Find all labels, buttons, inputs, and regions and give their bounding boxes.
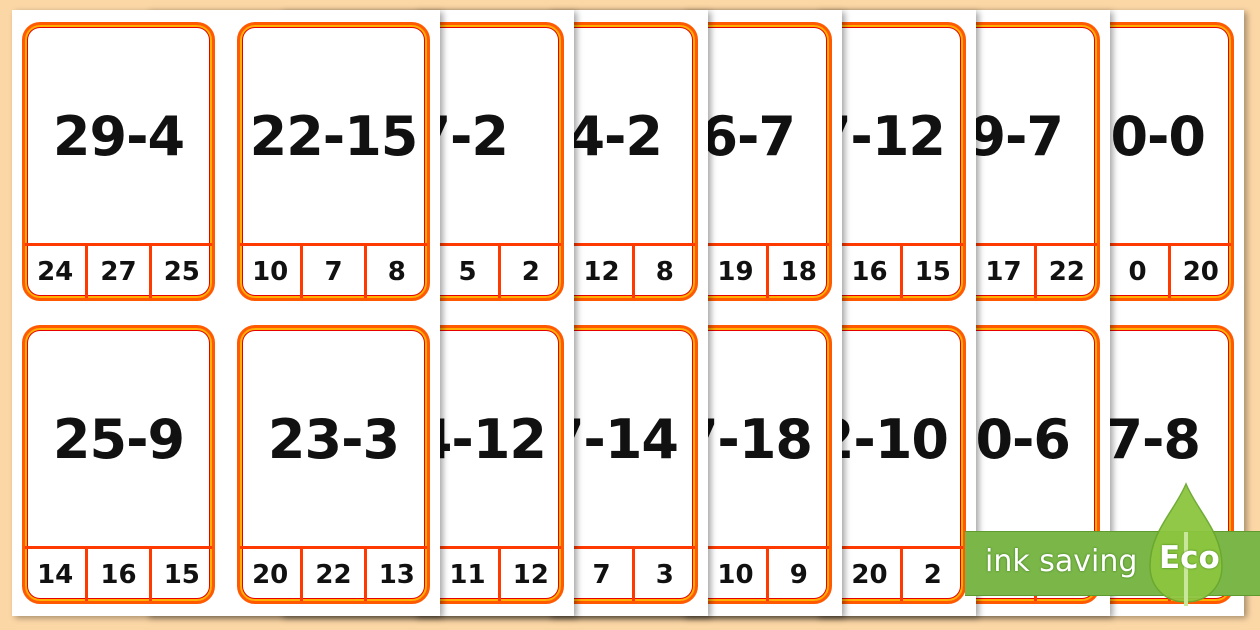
problem-text: 0-6 xyxy=(975,407,1071,471)
answer-option[interactable]: 18 xyxy=(765,246,829,298)
flashcard: 25-9 14 16 15 xyxy=(22,325,215,604)
flashcard: 29-4 24 27 25 xyxy=(22,22,215,301)
problem-text: 6-7 xyxy=(700,104,796,168)
answer-option[interactable]: 13 xyxy=(363,549,427,601)
problem-text: 23-3 xyxy=(267,407,400,471)
answer-row: 14 16 15 xyxy=(25,546,212,601)
answer-option[interactable]: 22 xyxy=(300,549,363,601)
answer-option[interactable]: 11 xyxy=(434,549,497,601)
answer-row: 20 22 13 xyxy=(240,546,427,601)
answer-option[interactable]: 16 xyxy=(836,246,899,298)
problem-text: 4-2 xyxy=(567,104,663,168)
answer-option[interactable]: 10 xyxy=(252,257,289,287)
leaf-icon xyxy=(1149,482,1223,606)
answer-option[interactable]: 8 xyxy=(363,246,427,298)
answer-option[interactable]: 8 xyxy=(631,246,695,298)
ink-saving-text: ink saving xyxy=(985,544,1138,579)
answer-option[interactable]: 2 xyxy=(497,246,561,298)
answer-option[interactable]: 9 xyxy=(765,549,829,601)
answer-option[interactable]: 2 xyxy=(899,549,963,601)
answer-row: 17 22 xyxy=(910,243,1097,298)
eco-label: Eco xyxy=(1159,540,1220,576)
problem-text: 9-7 xyxy=(968,104,1064,168)
answer-option[interactable]: 20 xyxy=(252,560,289,590)
problem-text: 22-15 xyxy=(249,104,419,168)
answer-option[interactable]: 5 xyxy=(434,246,497,298)
answer-option[interactable]: 27 xyxy=(85,246,148,298)
answer-option[interactable]: 20 xyxy=(1167,246,1231,298)
answer-option[interactable]: 14 xyxy=(37,560,74,590)
answer-option[interactable]: 12 xyxy=(497,549,561,601)
answer-row: 11 12 xyxy=(374,546,561,601)
problem-text: 7-8 xyxy=(1105,407,1201,471)
answer-option[interactable]: 17 xyxy=(970,246,1033,298)
answer-option[interactable]: 7 xyxy=(568,549,631,601)
answer-row: 12 8 xyxy=(508,243,695,298)
answer-option[interactable]: 20 xyxy=(836,549,899,601)
answer-option[interactable]: 15 xyxy=(148,549,212,601)
answer-option[interactable]: 15 xyxy=(899,246,963,298)
answer-option[interactable]: 19 xyxy=(702,246,765,298)
answer-option[interactable]: 16 xyxy=(85,549,148,601)
answer-option[interactable]: 3 xyxy=(631,549,695,601)
answer-option[interactable]: 7 xyxy=(300,246,363,298)
problem-text: 25-9 xyxy=(52,407,185,471)
answer-option[interactable]: 24 xyxy=(37,257,74,287)
answer-option[interactable]: 12 xyxy=(568,246,631,298)
answer-option[interactable]: 22 xyxy=(1033,246,1097,298)
answer-option[interactable]: 10 xyxy=(702,549,765,601)
flashcard: 23-3 20 22 13 xyxy=(237,325,430,604)
problem-text: 0-0 xyxy=(1110,104,1206,168)
answer-row: 24 27 25 xyxy=(25,243,212,298)
answer-row: 19 18 xyxy=(642,243,829,298)
answer-option[interactable]: 0 xyxy=(1104,246,1167,298)
flashcard: 22-15 10 7 8 xyxy=(237,22,430,301)
problem-text: 29-4 xyxy=(52,104,185,168)
page-1: 29-4 24 27 25 22-15 10 7 8 25-9 14 16 15… xyxy=(12,10,440,616)
answer-row: 10 7 8 xyxy=(240,243,427,298)
answer-option[interactable]: 25 xyxy=(148,246,212,298)
